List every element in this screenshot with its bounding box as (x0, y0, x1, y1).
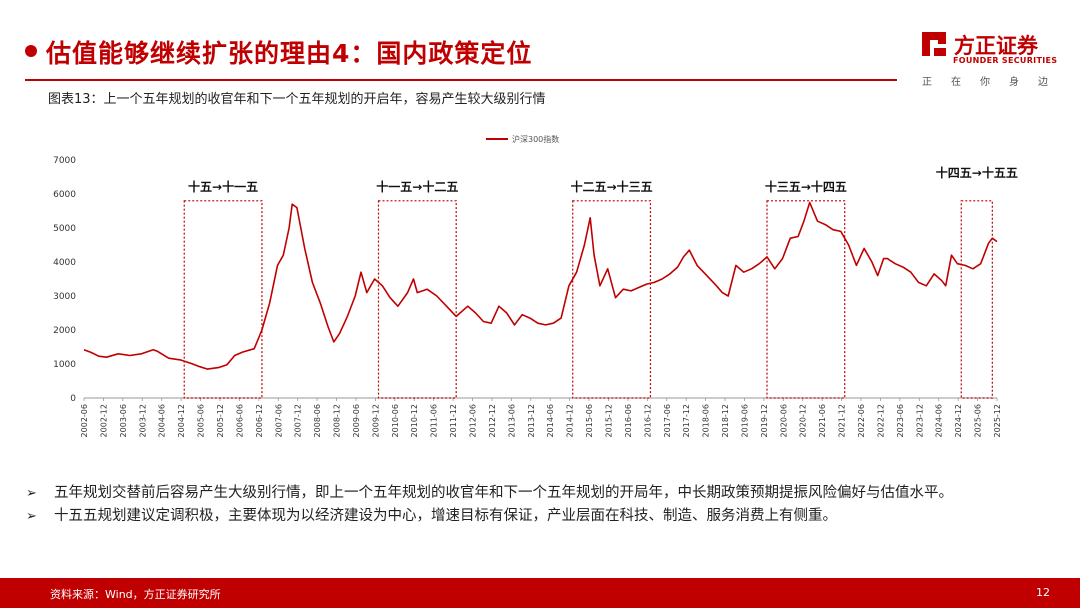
x-tick-label: 2022-06 (857, 404, 866, 437)
x-tick-label: 2015-12 (604, 404, 613, 437)
annotation-box (960, 200, 993, 399)
annotation-label: 十五→十一五 (188, 179, 258, 194)
x-tick-label: 2017-12 (682, 404, 691, 437)
x-tick-label: 2017-06 (663, 404, 672, 437)
x-tick-label: 2011-06 (430, 404, 439, 437)
x-tick-label: 2019-12 (760, 404, 769, 437)
bullet-text: 十五五规划建议定调积极，主要体现为以经济建设为中心，增速目标有保证，产业层面在科… (54, 508, 837, 524)
company-logo: 方正证券 FOUNDER SECURITIES 正 在 你 身 边 (920, 30, 1060, 92)
x-tick-label: 2016-12 (643, 404, 652, 437)
legend-label: 沪深300指数 (512, 134, 559, 144)
bullet-text: 五年规划交替前后容易产生大级别行情，即上一个五年规划的收官年和下一个五年规划的开… (54, 485, 953, 501)
x-tick-label: 2004-12 (177, 404, 186, 437)
x-tick-label: 2014-06 (546, 404, 555, 437)
x-tick-label: 2006-06 (235, 404, 244, 437)
x-tick-label: 2004-06 (158, 404, 167, 437)
footer-bar: 资料来源：Wind，方正证券研究所 12 (0, 578, 1080, 608)
founder-logo-icon (922, 32, 946, 56)
x-tick-label: 2016-06 (624, 404, 633, 437)
csi300-line-chart: 0 1000 2000 3000 4000 5000 6000 7000 2002-06 2002… (53, 134, 1018, 437)
x-tick-label: 2018-12 (721, 404, 730, 437)
bullet-item: ➢ 十五五规划建议定调积极，主要体现为以经济建设为中心，增速目标有保证，产业层面… (24, 505, 1054, 528)
title-underline (25, 79, 897, 81)
x-tick-label: 2007-12 (294, 404, 303, 437)
x-tick-label: 2015-06 (585, 404, 594, 437)
x-tick-label: 2020-06 (779, 404, 788, 437)
annotation-box (766, 200, 846, 399)
x-tick-label: 2009-12 (371, 404, 380, 437)
x-tick-label: 2025-06 (974, 404, 983, 437)
annotation-box (377, 200, 457, 399)
x-tick-label: 2008-06 (313, 404, 322, 437)
annotation-box (183, 200, 263, 399)
title-bullet-dot (25, 45, 37, 57)
slogan-char: 在 (951, 77, 961, 88)
x-tick-label: 2010-06 (391, 404, 400, 437)
bullet-list: ➢ 五年规划交替前后容易产生大级别行情，即上一个五年规划的收官年和下一个五年规划… (24, 482, 1054, 528)
x-tick-label: 2003-06 (119, 404, 128, 437)
slogan-char: 正 (922, 77, 932, 88)
x-tick-label: 2002-06 (80, 404, 89, 437)
x-tick-label: 2021-12 (838, 404, 847, 437)
x-tick-label: 2014-12 (566, 404, 575, 437)
annotation-label: 十三五→十四五 (765, 179, 847, 194)
x-tick-label: 2005-06 (197, 404, 206, 437)
y-tick-label: 4000 (53, 258, 76, 268)
x-tick-label: 2018-06 (702, 404, 711, 437)
slogan-char: 边 (1038, 77, 1048, 88)
x-tick-label: 2024-12 (954, 404, 963, 437)
x-tick-label: 2009-06 (352, 404, 361, 437)
logo-name-cn: 方正证券 (954, 34, 1038, 58)
slogan-char: 身 (1009, 77, 1019, 88)
logo-name-en: FOUNDER SECURITIES (953, 56, 1058, 65)
x-tick-label: 2012-12 (488, 404, 497, 437)
annotation-box (572, 200, 652, 399)
x-tick-label: 2020-12 (799, 404, 808, 437)
x-tick-label: 2021-06 (818, 404, 827, 437)
y-tick-label: 2000 (53, 326, 76, 336)
page-title: 估值能够继续扩张的理由4：国内政策定位 (46, 39, 533, 68)
csi300-series-line (83, 201, 998, 370)
y-tick-label: 3000 (53, 292, 76, 302)
arrow-bullet-icon: ➢ (26, 509, 37, 524)
x-tick-label: 2013-06 (507, 404, 516, 437)
y-tick-label: 0 (70, 394, 76, 404)
figure-caption: 图表13：上一个五年规划的收官年和下一个五年规划的开启年，容易产生较大级别行情 (48, 92, 546, 107)
y-tick-label: 6000 (53, 190, 76, 200)
x-tick-label: 2007-06 (274, 404, 283, 437)
y-tick-label: 5000 (53, 224, 76, 234)
slogan-char: 你 (980, 77, 990, 88)
x-tick-label: 2023-06 (896, 404, 905, 437)
bullet-item: ➢ 五年规划交替前后容易产生大级别行情，即上一个五年规划的收官年和下一个五年规划… (24, 482, 1054, 505)
y-tick-label: 7000 (53, 156, 76, 166)
annotation-label: 十四五→十五五 (936, 165, 1018, 180)
x-tick-label: 2010-12 (410, 404, 419, 437)
x-tick-label: 2024-06 (935, 404, 944, 437)
x-tick-label: 2023-12 (915, 404, 924, 437)
data-source: 资料来源：Wind，方正证券研究所 (50, 588, 221, 601)
annotation-label: 十一五→十二五 (376, 179, 458, 194)
annotation-label: 十二五→十三五 (571, 179, 653, 194)
x-tick-label: 2013-12 (527, 404, 536, 437)
x-tick-label: 2006-12 (255, 404, 264, 437)
x-tick-label: 2003-12 (138, 404, 147, 437)
logo-slogan: 正 在 你 身 边 (922, 73, 1048, 88)
x-tick-label: 2019-06 (740, 404, 749, 437)
x-tick-label: 2005-12 (216, 404, 225, 437)
x-tick-label: 2022-12 (876, 404, 885, 437)
x-tick-label: 2008-12 (333, 404, 342, 437)
x-tick-label: 2025-12 (993, 404, 1002, 437)
x-tick-label: 2011-12 (449, 404, 458, 437)
y-tick-label: 1000 (53, 360, 76, 370)
x-tick-label: 2002-12 (99, 404, 108, 437)
page-number: 12 (1036, 586, 1050, 599)
x-tick-label: 2012-06 (469, 404, 478, 437)
arrow-bullet-icon: ➢ (26, 486, 37, 501)
